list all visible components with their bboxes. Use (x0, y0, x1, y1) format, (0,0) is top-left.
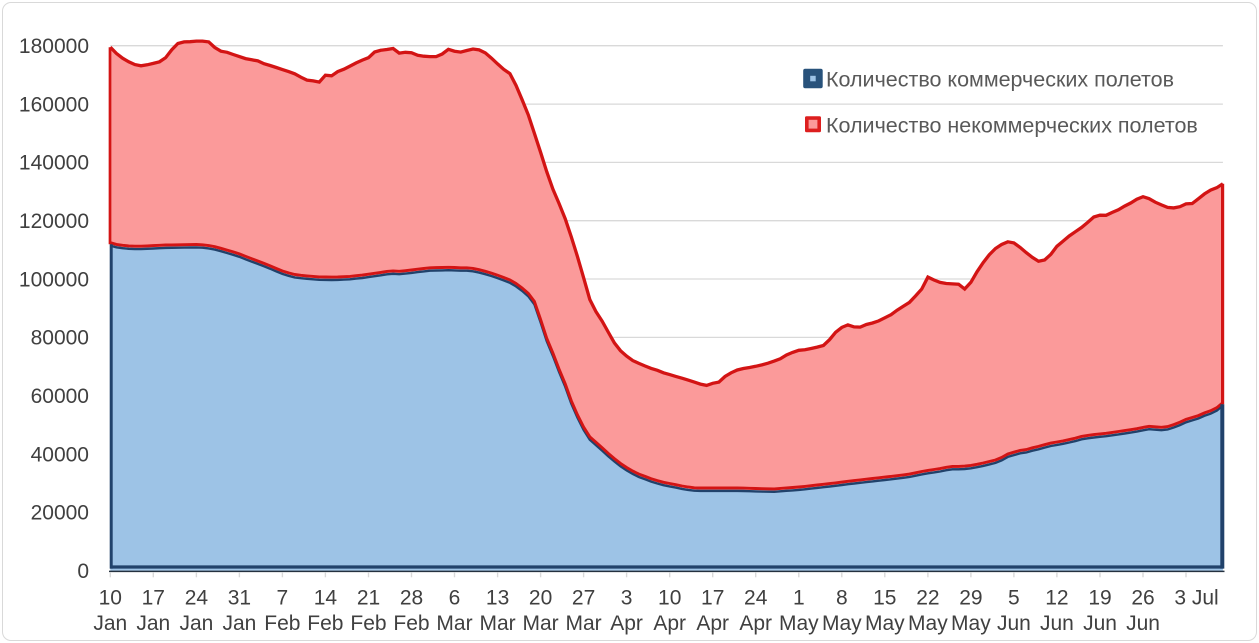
svg-text:May: May (779, 612, 819, 635)
svg-text:Apr: Apr (653, 612, 686, 635)
svg-text:100000: 100000 (19, 268, 89, 291)
svg-text:7: 7 (277, 587, 289, 610)
svg-text:3 Jul: 3 Jul (1174, 587, 1218, 610)
svg-text:12: 12 (1045, 587, 1068, 610)
svg-text:31: 31 (228, 587, 251, 610)
svg-text:Mar: Mar (480, 612, 516, 635)
svg-text:13: 13 (486, 587, 509, 610)
svg-text:Mar: Mar (566, 612, 602, 635)
svg-text:27: 27 (572, 587, 595, 610)
svg-text:6: 6 (449, 587, 461, 610)
svg-text:May: May (865, 612, 905, 635)
svg-text:17: 17 (701, 587, 724, 610)
svg-text:Количество некоммерческих поле: Количество некоммерческих полетов (826, 114, 1198, 138)
svg-text:24: 24 (744, 587, 768, 610)
svg-text:Jun: Jun (1040, 612, 1074, 635)
svg-text:Apr: Apr (610, 612, 643, 635)
svg-text:80000: 80000 (31, 327, 89, 350)
svg-text:Jan: Jan (93, 612, 127, 635)
svg-text:14: 14 (314, 587, 338, 610)
svg-text:Jan: Jan (179, 612, 213, 635)
svg-text:Feb: Feb (393, 612, 429, 635)
svg-text:Jun: Jun (1126, 612, 1160, 635)
svg-text:21: 21 (357, 587, 380, 610)
svg-text:Jan: Jan (222, 612, 256, 635)
svg-text:20: 20 (529, 587, 552, 610)
svg-text:Feb: Feb (307, 612, 343, 635)
svg-text:180000: 180000 (19, 35, 89, 58)
svg-text:140000: 140000 (19, 152, 89, 175)
svg-text:Feb: Feb (350, 612, 386, 635)
svg-text:5: 5 (1008, 587, 1020, 610)
svg-text:160000: 160000 (19, 93, 89, 116)
svg-text:20000: 20000 (31, 502, 89, 525)
svg-text:Jun: Jun (997, 612, 1031, 635)
svg-text:22: 22 (916, 587, 939, 610)
svg-text:0: 0 (77, 560, 89, 583)
svg-text:Jan: Jan (136, 612, 170, 635)
svg-text:10: 10 (658, 587, 681, 610)
svg-text:26: 26 (1131, 587, 1154, 610)
svg-text:Mar: Mar (436, 612, 472, 635)
svg-text:40000: 40000 (31, 443, 89, 466)
svg-text:29: 29 (959, 587, 982, 610)
svg-text:May: May (822, 612, 862, 635)
svg-text:Jun: Jun (1083, 612, 1117, 635)
svg-text:120000: 120000 (19, 210, 89, 233)
svg-text:Mar: Mar (523, 612, 559, 635)
svg-text:1: 1 (793, 587, 805, 610)
svg-text:19: 19 (1088, 587, 1111, 610)
svg-text:28: 28 (400, 587, 423, 610)
svg-text:Feb: Feb (264, 612, 300, 635)
svg-text:17: 17 (142, 587, 165, 610)
svg-text:May: May (908, 612, 948, 635)
svg-text:15: 15 (873, 587, 896, 610)
svg-text:10: 10 (99, 587, 122, 610)
svg-text:60000: 60000 (31, 385, 89, 408)
svg-text:24: 24 (185, 587, 209, 610)
svg-text:May: May (951, 612, 991, 635)
svg-text:Apr: Apr (739, 612, 772, 635)
svg-text:3: 3 (621, 587, 633, 610)
svg-text:Количество коммерческих полето: Количество коммерческих полетов (826, 68, 1174, 92)
svg-text:8: 8 (836, 587, 848, 610)
svg-text:Apr: Apr (696, 612, 729, 635)
